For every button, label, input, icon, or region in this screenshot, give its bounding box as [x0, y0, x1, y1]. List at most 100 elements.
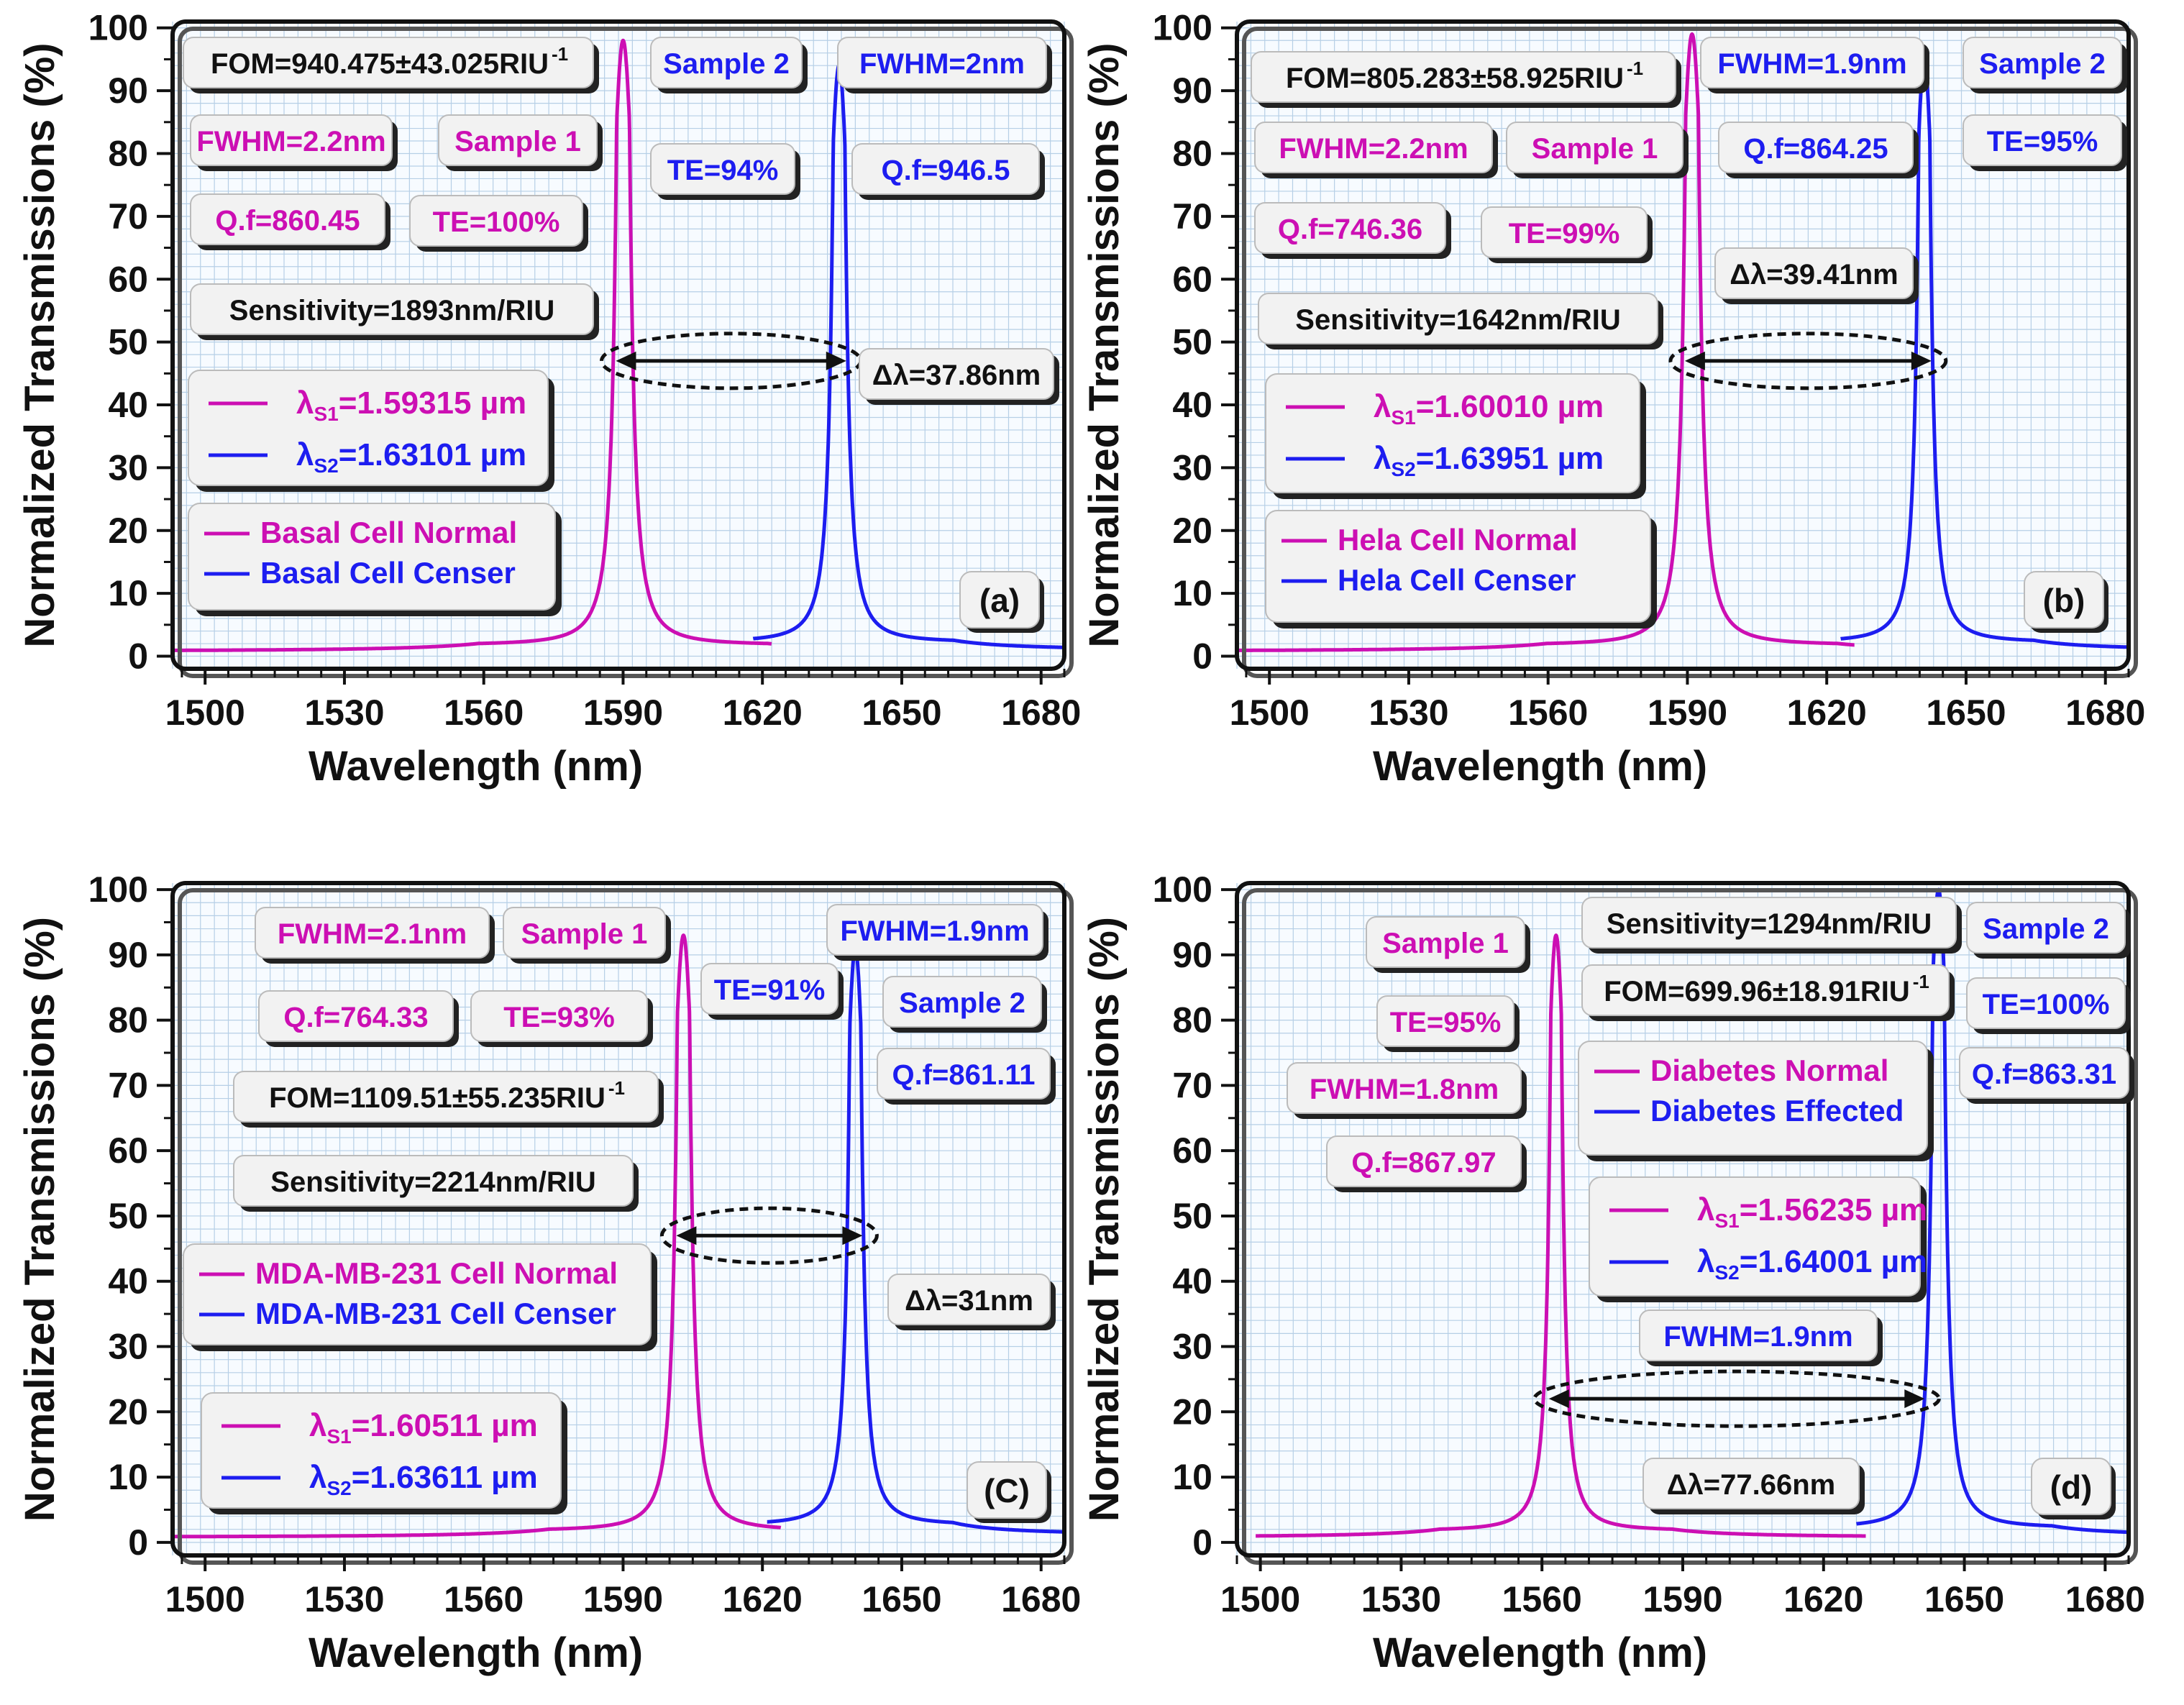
annotation-sample2: Sample 2 [1983, 913, 2109, 945]
arrow-head-right-icon [1911, 351, 1932, 370]
delta-ellipse [659, 1206, 879, 1265]
legend-entry: Diabetes Effected [1650, 1094, 1904, 1128]
annotation-box [1718, 122, 1914, 173]
annotation-box [1581, 897, 1957, 949]
x-tick-label: 1680 [2065, 692, 2145, 733]
panel-label: (d) [2050, 1468, 2093, 1506]
lambda-box [1265, 373, 1640, 493]
legend-entry: MDA-MB-231 Cell Censer [255, 1297, 616, 1330]
frame-shadow [1242, 27, 2138, 678]
y-tick-label: 30 [1172, 1327, 1212, 1367]
annotation-superscript: -1 [1627, 58, 1643, 79]
annotation-te2: TE=100% [1983, 989, 2110, 1020]
annotation-box [1376, 995, 1514, 1047]
y-tick-label: 60 [1172, 259, 1212, 299]
annotation-fwhm2: FWHM=1.9nm [840, 915, 1029, 947]
y-tick-label: 80 [1172, 1000, 1212, 1041]
annotation-qf1: Q.f=764.33 [283, 1002, 428, 1033]
y-tick-label: 70 [1172, 196, 1212, 237]
x-tick-label: 1530 [304, 1579, 384, 1619]
annotation-box [826, 904, 1043, 956]
annotation-box [190, 283, 594, 335]
annotation-delta: Δλ=31nm [905, 1285, 1033, 1317]
annotation-box [1481, 206, 1648, 258]
arrow-head-right-icon [1904, 1389, 1925, 1409]
y-axis-label: Normalized Transmissions (%) [17, 42, 63, 647]
y-tick-label: 20 [1172, 1391, 1212, 1432]
annotation-te1: TE=100% [433, 206, 560, 238]
annotation-sample1: Sample 1 [521, 918, 648, 950]
annotation-box [190, 193, 385, 245]
annotation-fwhm2: FWHM=1.9nm [1717, 48, 1906, 80]
y-tick-label: 90 [1172, 935, 1212, 975]
lambda-box [201, 1392, 562, 1509]
annotation-te1: TE=99% [1509, 218, 1620, 250]
y-tick-label: 100 [1153, 869, 1212, 910]
annotation-fwhm1: FWHM=2.2nm [196, 126, 385, 157]
annotation-box [1963, 114, 2122, 166]
y-tick-label: 0 [1192, 636, 1212, 677]
plot-frame [170, 19, 1066, 671]
panel-label: (b) [2043, 582, 2085, 619]
series-line-1 [1254, 933, 1868, 1538]
annotation-fwhm1: FWHM=2.2nm [1279, 133, 1468, 165]
y-tick-label: 40 [108, 1261, 148, 1302]
arrow-head-left-icon [676, 1226, 697, 1245]
x-tick-label: 1500 [1220, 1579, 1300, 1619]
y-tick-label: 10 [108, 1457, 148, 1497]
arrow-head-left-icon [616, 351, 636, 370]
annotation-fom: FOM=940.475±43.025RIU [211, 48, 549, 80]
y-tick-label: 70 [108, 1065, 148, 1105]
annotation-sample2: Sample 2 [899, 987, 1025, 1019]
annotation-superscript: -1 [552, 43, 568, 65]
x-tick-label: 1620 [1787, 692, 1867, 733]
x-tick-label: 1650 [862, 692, 941, 733]
annotation-qf2: Q.f=863.31 [1972, 1059, 2116, 1090]
x-tick-label: 1500 [165, 692, 245, 733]
y-tick-label: 10 [1172, 1457, 1212, 1497]
y-tick-label: 90 [108, 935, 148, 975]
delta-ellipse [1668, 332, 1948, 390]
panel-label-box [2024, 571, 2104, 628]
chart-panel-b: 1500 1530 1560 1590 1620 1650 1680 0 10 20 30 40 50 6… [1081, 8, 2145, 790]
annotation-box [233, 1155, 634, 1207]
legend-entry: Basal Cell Normal [260, 516, 517, 549]
lambda-value-2: λS2=1.63951 µm [1374, 441, 1604, 480]
plot-frame [1235, 19, 2131, 671]
arrow-head-right-icon [842, 1226, 863, 1245]
annotation-box [1366, 916, 1525, 968]
annotation-box [1287, 1062, 1522, 1114]
annotation-box [650, 143, 795, 195]
y-tick-label: 60 [108, 1130, 148, 1171]
series-line-1 [171, 38, 773, 652]
y-tick-label: 80 [108, 1000, 148, 1041]
annotation-superscript: -1 [608, 1077, 625, 1099]
x-tick-label: 1560 [1502, 1579, 1582, 1619]
legend-box [183, 1243, 652, 1345]
panel-label-box [2031, 1458, 2111, 1515]
annotation-box [851, 143, 1040, 195]
annotation-te2: TE=91% [714, 974, 826, 1006]
annotation-box [1254, 122, 1493, 173]
y-tick-label: 80 [108, 133, 148, 173]
plot-frame [170, 881, 1066, 1558]
chart-panel-C: 1500 1530 1560 1590 1620 1650 1680 0 10 20 30 40 50 6… [17, 869, 1081, 1676]
annotation-sensitivity: Sensitivity=1642nm/RIU [1295, 304, 1620, 336]
annotation-delta: Δλ=77.66nm [1667, 1469, 1835, 1501]
annotation-fom: FOM=699.96±18.91RIU [1604, 976, 1910, 1007]
y-tick-label: 30 [1172, 447, 1212, 488]
annotation-box [409, 195, 583, 247]
x-axis-label: Wavelength (nm) [309, 743, 643, 790]
panel-label: (C) [984, 1472, 1030, 1509]
y-tick-label: 40 [1172, 1261, 1212, 1302]
annotation-box [438, 114, 598, 166]
annotation-box [1966, 977, 2126, 1029]
frame-shadow [178, 27, 1074, 678]
annotation-fom: FOM=805.283±58.925RIU [1286, 63, 1624, 94]
x-tick-label: 1650 [1924, 1579, 2004, 1619]
y-tick-label: 100 [1153, 8, 1212, 48]
series-line-1 [171, 933, 782, 1539]
annotation-box [1639, 1309, 1878, 1361]
annotation-te2: TE=94% [667, 155, 779, 186]
x-tick-label: 1500 [165, 1579, 245, 1619]
